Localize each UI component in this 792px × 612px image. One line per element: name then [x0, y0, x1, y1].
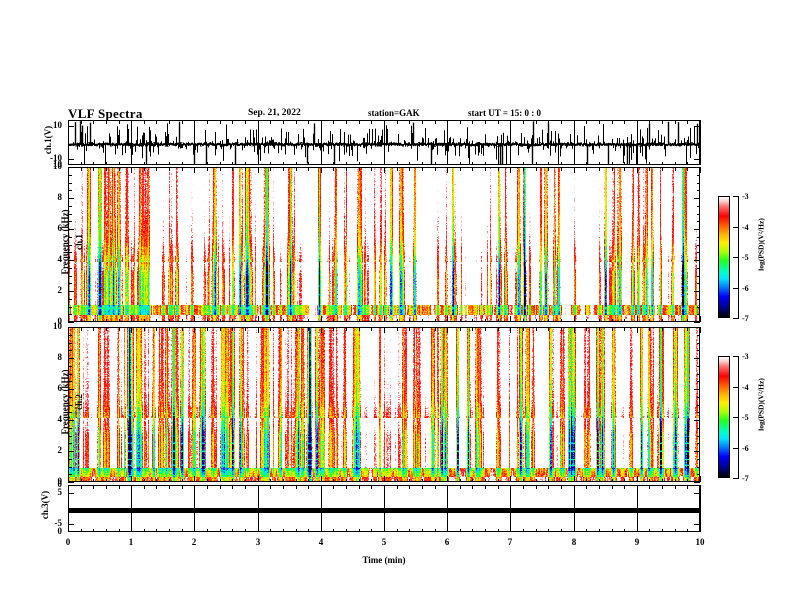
xtick-label-4: 4 [318, 537, 324, 547]
xtick-label-0: 0 [65, 537, 71, 547]
ytick-label-p2-2: 4 [57, 414, 63, 424]
xtick-label-1: 1 [128, 537, 134, 547]
ylabel-ch1-frequency: Frequency (kHz) [60, 209, 70, 275]
plot-header: VLF Spectra Sep. 21, 2022 station=GAK st… [68, 106, 708, 121]
panel-ch1-spectrogram [68, 167, 700, 322]
panel-ch1-waveform [68, 120, 700, 165]
xgrid-0-10 [700, 120, 701, 165]
ylabel-ch3-waveform: ch.3(V) [40, 490, 50, 520]
ytick-label-p3-bottom: 0 [57, 526, 63, 536]
xtick-label-7: 7 [507, 537, 513, 547]
ylabel-ch2-frequency: Frequency (kHz) [60, 369, 70, 435]
ytick-label-p1-3: 6 [57, 223, 63, 233]
ytick-label-p1-1: 2 [57, 285, 63, 295]
header-station: station=GAK [368, 108, 420, 118]
panel-ch3-waveform [68, 485, 700, 532]
cbtick-0-4 [733, 318, 739, 319]
ylabel-ch2-channel: ch.2 [74, 394, 84, 410]
ytick-label-p0-1: -10 [50, 153, 62, 163]
xtick-label-3: 3 [255, 537, 261, 547]
cbtick-1-4 [733, 478, 739, 479]
colorbar-ch1 [718, 196, 788, 318]
colorbar-ch1-axis [738, 196, 739, 318]
ytick-r-1-0 [694, 322, 700, 323]
xtick-label-8: 8 [571, 537, 577, 547]
header-date: Sep. 21, 2022 [248, 108, 301, 118]
xtick-b-3-50 [700, 526, 701, 532]
xtick-label-9: 9 [634, 537, 640, 547]
xtick-1-50 [700, 167, 701, 173]
xtick-label-10: 10 [695, 537, 705, 547]
colorbar-ch1-gradient [718, 196, 730, 318]
ytick-label-p1-4: 8 [57, 192, 63, 202]
colorbar-ch1-title: log(PSD)(V²/Hz) [756, 218, 766, 271]
page-title: VLF Spectra [68, 106, 143, 121]
ylabel-ch1-channel: ch.1 [74, 234, 84, 250]
ytick-label-p2-4: 8 [57, 352, 63, 362]
ytick-label-p1-0: 0 [57, 316, 63, 326]
xtick-label-5: 5 [381, 537, 387, 547]
ytick-1-0 [68, 322, 74, 323]
ytick-label-p2-5: 10 [53, 321, 62, 331]
ytick-label-p2-1: 2 [57, 445, 63, 455]
panel-ch2-spectrogram [68, 327, 700, 482]
colorbar-ch2-axis [738, 356, 739, 478]
ytick-label-p2-3: 6 [57, 383, 63, 393]
ytick-2-0 [68, 482, 74, 483]
ytick-label-p1-5: 10 [53, 161, 62, 171]
header-start-ut: start UT = 15: 0 : 0 [468, 108, 541, 118]
xtick-label-6: 6 [444, 537, 450, 547]
xtick-b-0-50 [700, 159, 701, 165]
colorbar-ch2 [718, 356, 788, 478]
xlabel-time: Time (min) [362, 555, 406, 565]
xtick-label-2: 2 [191, 537, 197, 547]
xtick-3-50 [700, 485, 701, 491]
xtick-b-2-50 [700, 476, 701, 482]
xgrid-3-10 [700, 485, 701, 532]
colorbar-ch2-title: log(PSD)(V²/Hz) [756, 378, 766, 431]
ytick-label-p0-extra: 10 [53, 159, 62, 169]
ytick-label-p1-2: 4 [57, 254, 63, 264]
colorbar-ch2-gradient [718, 356, 730, 478]
ylabel-ch1-waveform: ch.1(V) [43, 125, 53, 155]
xtick-2-50 [700, 327, 701, 333]
xtick-0-50 [700, 120, 701, 126]
ytick-r-2-0 [694, 482, 700, 483]
ytick-label-p0-0: 10 [53, 120, 62, 130]
xtick-b-1-50 [700, 316, 701, 322]
